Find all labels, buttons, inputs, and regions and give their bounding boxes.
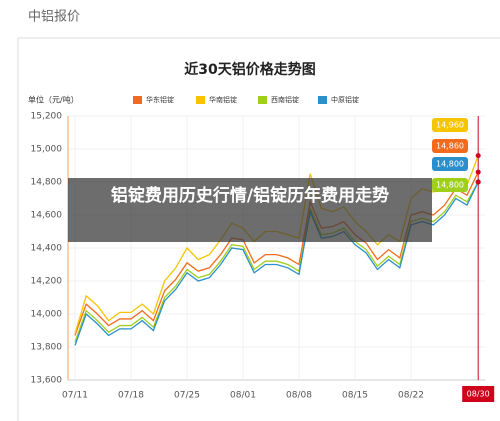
legend-swatch [318,96,327,104]
end-label-box [432,118,468,132]
y-tick-label: 15,000 [31,145,63,155]
x-tick-label: 07/18 [118,391,144,401]
legend-label: 华东铝锭 [146,95,174,104]
y-tick-label: 13,800 [31,343,63,353]
x-label-box [462,386,495,402]
x-tick-label: 07/25 [174,391,200,401]
end-label: 14,860 [436,142,464,151]
end-label: 14,960 [436,121,464,130]
legend-swatch [133,96,142,104]
y-tick-label: 14,400 [31,244,63,254]
legend-label: 中原铝锭 [331,95,359,104]
end-point [475,153,481,159]
x-tick-label: 08/30 [467,390,490,399]
y-tick-label: 14,000 [31,310,63,320]
legend-swatch [196,96,205,104]
end-point [475,169,481,175]
end-label-box [432,139,468,153]
legend-swatch [258,96,267,104]
end-point [475,179,481,185]
end-label: 14,800 [436,181,464,190]
y-tick-label: 13,600 [31,376,63,386]
end-label: 14,800 [436,160,464,169]
overlay-banner: 铝锭费用历史行情/铝锭历年费用走势 [68,178,432,242]
y-tick-label: 14,600 [31,211,63,221]
x-tick-label: 07/11 [62,391,88,401]
legend-label: 华南铝锭 [209,95,237,104]
panel [17,37,500,421]
y-tick-label: 14,800 [31,178,63,188]
y-tick-label: 14,200 [31,277,63,287]
end-label-box [432,178,468,192]
x-tick-label: 08/22 [398,391,424,401]
unit-label: 单位（元/吨） [28,95,79,105]
x-tick-label: 08/08 [286,391,312,401]
end-label-box [432,157,468,171]
x-tick-label: 08/01 [230,391,256,401]
y-tick-label: 15,200 [31,112,63,122]
page-title: 中铝报价 [28,10,80,25]
chart-title: 近30天铝价格走势图 [184,61,315,78]
x-tick-label: 08/15 [342,391,368,401]
legend-label: 西南铝锭 [271,95,299,104]
